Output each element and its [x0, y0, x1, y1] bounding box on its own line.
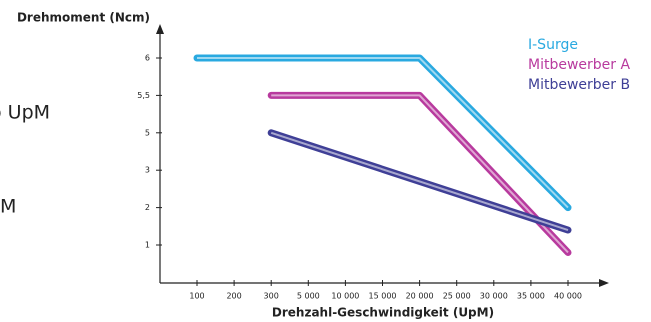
y-tick-label: 5 — [145, 128, 150, 137]
line-highlight — [197, 57, 569, 209]
x-axis-title: Drehzahl-Geschwindigkeit (UpM) — [272, 306, 494, 320]
x-tick-label: 5 000 — [297, 292, 320, 301]
x-tick-label: 25 000 — [443, 292, 471, 301]
x-tick-label: 200 — [226, 292, 241, 301]
y-axis-title: Drehmoment (Ncm) — [17, 11, 150, 25]
line-highlight — [271, 94, 569, 254]
y-tick-label: 2 — [145, 203, 150, 212]
series-line — [193, 54, 572, 212]
x-tick-label: 300 — [264, 292, 279, 301]
legend-label: I-Surge — [528, 37, 578, 53]
line-highlight — [270, 131, 569, 231]
x-tick-label: 100 — [189, 292, 204, 301]
y-tick-label: 5,5 — [137, 91, 150, 100]
cropped-text: o UpM — [0, 102, 50, 124]
cropped-text: pM — [0, 196, 16, 218]
x-tick-label: 30 000 — [480, 292, 508, 301]
y-tick-label: 1 — [145, 241, 150, 250]
x-axis-arrow — [599, 279, 609, 287]
x-tick-label: 15 000 — [369, 292, 397, 301]
x-tick-label: 35 000 — [517, 292, 545, 301]
legend-label: Mitbewerber A — [528, 57, 630, 73]
series-line — [267, 91, 572, 256]
x-tick-label: 10 000 — [331, 292, 359, 301]
y-tick-label: 3 — [145, 166, 150, 175]
legend-label: Mitbewerber B — [528, 77, 630, 93]
x-tick-label: 20 000 — [406, 292, 434, 301]
x-tick-label: 40 000 — [554, 292, 582, 301]
y-tick-label: 6 — [145, 54, 150, 63]
y-axis-arrow — [156, 24, 164, 34]
